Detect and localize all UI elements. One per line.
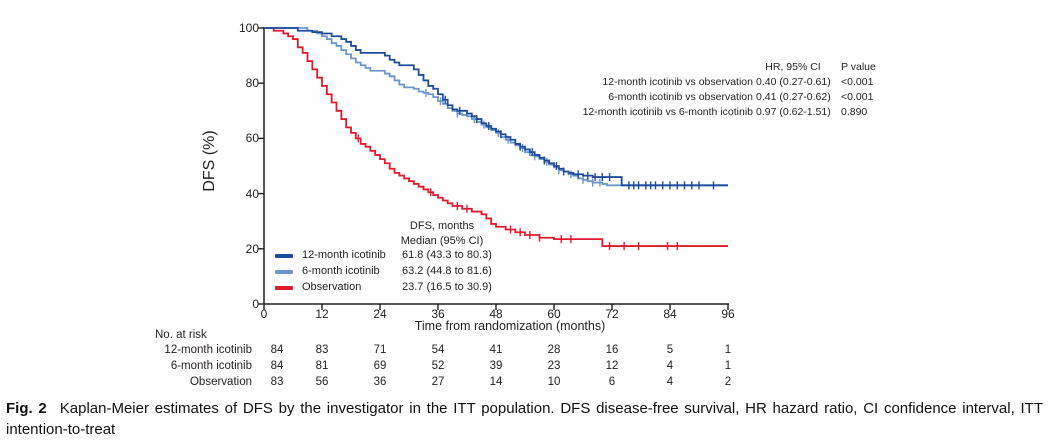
risk-count-cell: 84	[270, 344, 284, 356]
x-tick-label: 72	[605, 307, 619, 321]
hr-row-comparison: 12-month icotinib vs 6-month icotinib	[582, 106, 753, 118]
legend-item-median: 63.2 (44.8 to 81.6)	[402, 265, 492, 277]
hr-row-p-value: 0.890	[841, 106, 868, 118]
risk-count-cell: 4	[666, 360, 674, 372]
x-tick-label: 84	[663, 307, 677, 321]
y-tick-label: 100	[238, 21, 259, 35]
y-axis-title: DFS (%)	[201, 130, 218, 192]
risk-row-label: 6-month icotinib	[170, 360, 252, 372]
risk-count-cell: 4	[666, 376, 674, 388]
x-tick-label: 12	[315, 307, 329, 321]
hr-table-header-hr: HR, 95% CI	[765, 61, 821, 73]
risk-count-cell: 69	[373, 360, 387, 372]
risk-count-cell: 71	[373, 344, 387, 356]
legend-header-line1: DFS, months	[409, 220, 475, 232]
km-curve-12-month-icotinib	[264, 27, 728, 187]
risk-count-cell: 12	[605, 360, 619, 372]
legend-item-median: 61.8 (43.3 to 80.3)	[402, 249, 492, 261]
risk-count-cell: 36	[373, 376, 387, 388]
hr-row-estimate: 0.41 (0.27-0.62)	[756, 91, 831, 103]
figure-caption-label: Fig. 2	[6, 400, 47, 417]
legend-item-label: Observation	[302, 281, 362, 293]
risk-count-cell: 41	[489, 344, 503, 356]
x-tick-label: 96	[721, 307, 735, 321]
hr-row-p-value: <0.001	[841, 91, 874, 103]
risk-count-cell: 14	[489, 376, 503, 388]
hr-row-estimate: 0.97 (0.62-1.51)	[756, 106, 831, 118]
hr-row-comparison: 12-month icotinib vs observation	[602, 76, 753, 88]
risk-count-cell: 56	[315, 376, 329, 388]
figure-caption: Fig. 2 Kaplan-Meier estimates of DFS by t…	[6, 399, 1043, 440]
risk-count-cell: 23	[547, 360, 561, 372]
risk-count-cell: 27	[431, 376, 445, 388]
risk-count-cell: 5	[666, 344, 674, 356]
y-tick-label: 40	[245, 186, 259, 201]
risk-count-cell: 1	[724, 344, 732, 356]
y-tick-label: 0	[252, 297, 259, 311]
legend-item-median: 23.7 (16.5 to 30.9)	[402, 281, 492, 293]
risk-count-cell: 6	[608, 376, 616, 388]
risk-count-cell: 28	[547, 344, 561, 356]
risk-count-cell: 39	[489, 360, 503, 372]
risk-count-cell: 10	[547, 376, 561, 388]
hr-table-header-p: P value	[841, 61, 876, 73]
legend-color-line	[275, 254, 293, 258]
risk-count-cell: 84	[270, 360, 284, 372]
km-chart-canvas	[258, 27, 729, 310]
x-tick-label: 60	[547, 307, 561, 321]
km-curve-observation	[264, 27, 728, 247]
x-axis-title: Time from randomization (months)	[414, 319, 606, 333]
legend-header-line2: Median (95% CI)	[400, 235, 484, 247]
y-tick-label: 80	[245, 76, 259, 91]
legend-item-label: 6-month icotinib	[302, 265, 380, 277]
risk-count-cell: 16	[605, 344, 619, 356]
hr-row-estimate: 0.40 (0.27-0.61)	[756, 76, 831, 88]
x-tick-label: 36	[431, 307, 445, 321]
risk-count-cell: 1	[724, 360, 732, 372]
risk-table-title: No. at risk	[155, 329, 207, 341]
risk-count-cell: 81	[315, 360, 329, 372]
legend-color-line	[275, 270, 293, 274]
y-tick-label: 20	[245, 241, 259, 256]
risk-row-label: 12-month icotinib	[164, 344, 252, 356]
x-tick-label: 0	[260, 307, 268, 321]
x-tick-label: 48	[489, 307, 503, 321]
hr-row-p-value: <0.001	[841, 76, 874, 88]
risk-count-cell: 54	[431, 344, 445, 356]
legend-color-line	[275, 286, 293, 290]
figure-caption-text: Kaplan-Meier estimates of DFS by the inv…	[6, 400, 1043, 438]
y-tick-label: 60	[245, 131, 259, 146]
x-tick-label: 24	[373, 307, 387, 321]
risk-row-label: Observation	[189, 376, 252, 388]
legend-item-label: 12-month icotinib	[302, 249, 386, 261]
risk-count-cell: 83	[270, 376, 284, 388]
hr-row-comparison: 6-month icotinib vs observation	[608, 91, 753, 103]
risk-count-cell: 2	[724, 376, 732, 388]
risk-count-cell: 83	[315, 344, 329, 356]
risk-count-cell: 52	[431, 360, 445, 372]
